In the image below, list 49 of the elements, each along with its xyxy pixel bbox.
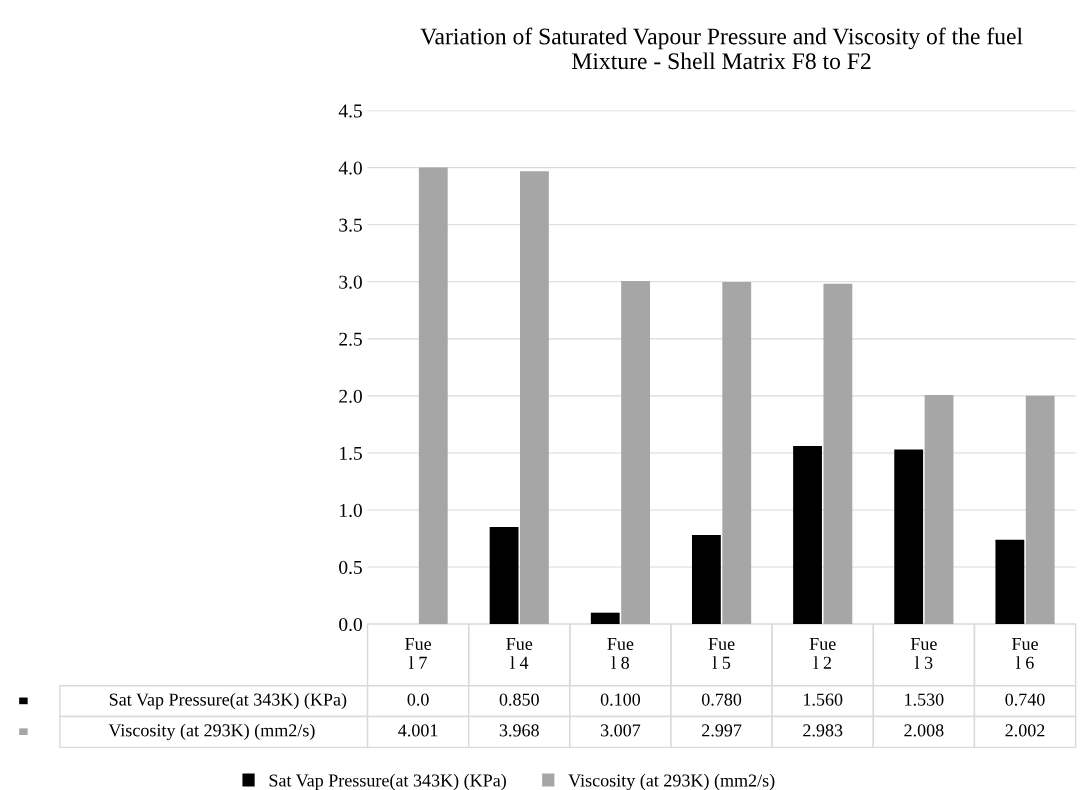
x-tick-label: Fue l 2 [809,637,836,669]
bar [995,539,1025,625]
data-label: 3.968 [499,724,539,737]
bar [418,167,448,625]
y-tick-label: 1.5 [340,446,362,460]
y-tick-label: 3.5 [339,218,362,232]
data-label: 0.850 [499,693,539,706]
data-label: 3.007 [600,724,641,737]
legend-label: Viscosity (at 293K) (mm2/s) [568,773,775,790]
data-label: 0.780 [701,693,742,706]
text: Sat Vap Pressure(at 343K) (KPa) [109,692,347,710]
chart-title: Variation of Saturated Vapour Pressure and Viscosity of the fuel Mixture - Shell Matrix F8 to F2 [420,27,1023,70]
x-tick-label: Fue l 4 [506,637,533,669]
bar [590,612,620,625]
data-label: 2.002 [1005,724,1045,737]
bar [722,282,752,625]
data-label: 2.997 [702,724,742,737]
y-tick-label: 4.0 [338,161,362,175]
data-label: 1.530 [905,693,944,706]
bar [793,446,822,625]
bar [1025,395,1055,625]
x-tick-label: Fue l 3 [910,637,937,669]
bar [489,527,519,625]
y-tick-label: 4.5 [338,104,362,118]
bar [924,394,954,625]
data-label: 0.100 [600,693,641,706]
text: Viscosity (at 293K) (mm2/s) [108,723,315,741]
y-tick-label: 3.0 [339,275,362,289]
data-label: 4.001 [398,724,438,737]
data-label: 2.008 [904,724,944,737]
data-label: 2.983 [803,724,843,737]
y-tick-label: 0.5 [339,560,362,575]
x-tick-label: Fue l 8 [607,637,634,669]
bar [691,535,721,625]
bar [520,171,549,625]
x-tick-label: Fue l 6 [1012,637,1038,669]
legend-label: Sat Vap Pressure(at 343K) (KPa) [269,773,506,790]
x-tick-label: Fue l 5 [708,637,735,669]
bar [823,283,853,625]
x-tick-label: Fue l 7 [405,637,432,669]
data-label: 1.560 [803,693,843,706]
y-tick-label: 0.0 [339,617,362,632]
y-tick-label: 2.5 [339,332,362,346]
bar [621,280,650,625]
y-tick-label: 1.0 [340,503,362,518]
y-tick-label: 2.0 [339,389,362,403]
data-label: 0.740 [1005,693,1045,706]
bar [894,449,924,625]
data-label: 0.0 [407,693,429,706]
